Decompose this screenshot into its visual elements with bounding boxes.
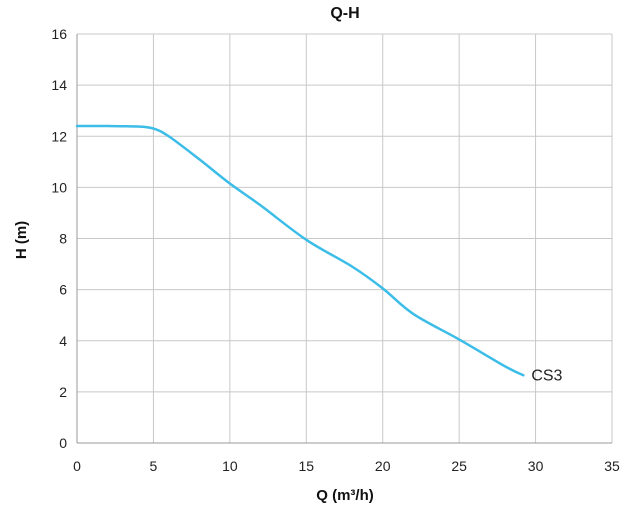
x-tick-label: 30 xyxy=(528,458,544,474)
y-tick-label: 2 xyxy=(59,384,67,400)
x-tick-label: 5 xyxy=(150,458,158,474)
x-tick-label: 20 xyxy=(375,458,391,474)
x-tick-label: 0 xyxy=(73,458,81,474)
series-label-cs3: CS3 xyxy=(531,367,562,384)
x-axis-label: Q (m³/h) xyxy=(316,487,374,504)
series-group: CS3 xyxy=(75,124,563,384)
x-tick-label: 35 xyxy=(604,458,620,474)
y-tick-label: 10 xyxy=(51,179,67,195)
chart-title: Q-H xyxy=(330,5,359,22)
y-tick-labels: 0 2 4 6 8 10 12 14 16 xyxy=(51,26,67,451)
y-tick-label: 16 xyxy=(51,26,67,42)
y-tick-label: 14 xyxy=(51,77,67,93)
y-tick-label: 12 xyxy=(51,128,67,144)
series-line-cs3 xyxy=(75,124,525,377)
y-tick-label: 0 xyxy=(59,435,67,451)
axes xyxy=(76,34,612,444)
x-tick-label: 15 xyxy=(298,458,314,474)
y-tick-label: 6 xyxy=(59,282,67,298)
y-axis-label: H (m) xyxy=(13,221,30,259)
y-tick-label: 4 xyxy=(59,333,67,349)
x-tick-label: 10 xyxy=(222,458,238,474)
y-tick-label: 8 xyxy=(59,231,67,247)
x-tick-labels: 0 5 10 15 20 25 30 35 xyxy=(73,458,620,474)
x-tick-label: 25 xyxy=(451,458,467,474)
